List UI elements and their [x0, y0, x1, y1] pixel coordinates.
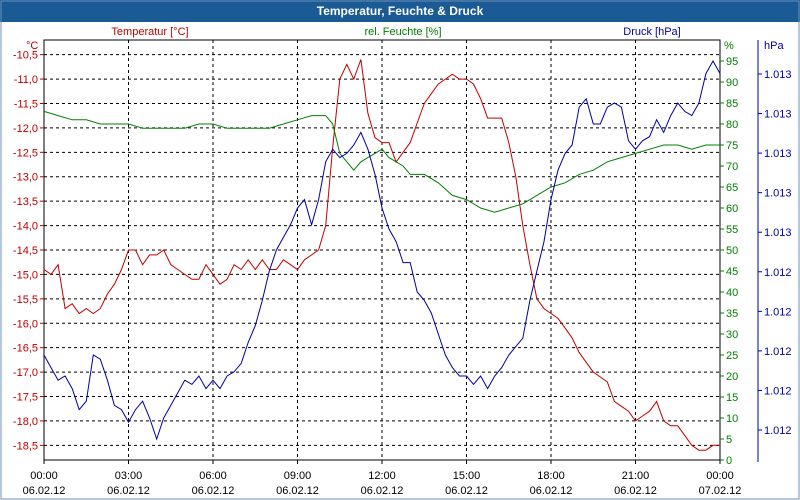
humidity-axis-unit: % [724, 40, 734, 52]
humidity-tick-label: 45 [726, 266, 738, 278]
x-tick-time: 18:00 [537, 470, 565, 482]
humidity-tick-label: 25 [726, 350, 738, 362]
pressure-tick-label: 1.013 [764, 227, 792, 239]
x-tick-time: 15:00 [453, 470, 481, 482]
pressure-tick-label: 1.013 [764, 148, 792, 160]
temperature-tick-label: -15,0 [13, 269, 38, 281]
x-tick-date: 06.02.12 [445, 485, 488, 497]
humidity-tick-label: 90 [726, 77, 738, 89]
humidity-tick-label: 5 [726, 434, 732, 446]
temperature-tick-label: -12,5 [13, 147, 38, 159]
x-tick-date: 06.02.12 [614, 485, 657, 497]
humidity-tick-label: 60 [726, 203, 738, 215]
humidity-tick-label: 75 [726, 140, 738, 152]
temperature-tick-label: -11,0 [14, 74, 38, 86]
humidity-tick-label: 65 [726, 182, 738, 194]
x-tick-date: 06.02.12 [107, 485, 150, 497]
x-tick-time: 00:00 [706, 470, 734, 482]
temperature-tick-label: -13,0 [13, 172, 38, 184]
series-line-pressure [43, 59, 721, 441]
x-tick-time: 00:00 [30, 470, 58, 482]
x-tick-time: 21:00 [622, 470, 650, 482]
temperature-tick-label: -11,5 [14, 98, 38, 110]
temperature-tick-label: -18,0 [13, 416, 38, 428]
humidity-tick-label: 70 [726, 161, 738, 173]
series-line-temperature [43, 59, 720, 451]
humidity-tick-label: 0 [726, 455, 732, 467]
humidity-axis: % rel. Feuchte [%] 959085807570656055504… [364, 26, 738, 467]
pressure-axis-title: Druck [hPa] [623, 26, 680, 38]
x-tick-date: 07.02.12 [699, 485, 742, 497]
x-tick-date: 06.02.12 [276, 485, 319, 497]
temperature-tick-label: -13,5 [13, 196, 38, 208]
humidity-tick-label: 20 [726, 371, 738, 383]
humidity-tick-label: 50 [726, 245, 738, 257]
temperature-tick-label: -17,0 [13, 367, 38, 379]
pressure-tick-label: 1.013 [764, 109, 792, 121]
humidity-tick-label: 35 [726, 308, 738, 320]
x-tick-date: 06.02.12 [530, 485, 573, 497]
pressure-axis-unit: hPa [764, 40, 784, 52]
humidity-tick-label: 80 [726, 119, 738, 131]
pressure-tick-label: 1.012 [764, 306, 792, 318]
humidity-tick-label: 15 [726, 392, 738, 404]
series-line-humidity [43, 110, 720, 213]
pressure-tick-label: 1.012 [764, 267, 792, 279]
humidity-tick-label: 95 [726, 56, 738, 68]
x-tick-time: 03:00 [115, 470, 143, 482]
humidity-axis-title: rel. Feuchte [%] [364, 26, 441, 38]
chart-title: Temperatur, Feuchte & Druck [0, 0, 800, 22]
temperature-axis: °C Temperatur [°C] -10,5 -11,0 -11,5 -12,0 -… [13, 26, 189, 452]
humidity-tick-label: 85 [726, 98, 738, 110]
temperature-tick-label: -18,5 [13, 440, 38, 452]
temperature-tick-label: -12,0 [13, 123, 38, 135]
x-tick-time: 12:00 [368, 470, 396, 482]
temperature-tick-label: -16,0 [13, 318, 38, 330]
pressure-tick-label: 1.012 [764, 346, 792, 358]
pressure-tick-label: 1.012 [764, 385, 792, 397]
temperature-tick-label: -14,5 [13, 245, 38, 257]
humidity-tick-label: 30 [726, 329, 738, 341]
pressure-tick-label: 1.013 [764, 69, 792, 81]
x-tick-date: 06.02.12 [192, 485, 235, 497]
series-layer [43, 59, 721, 451]
x-axis: 00:00 06.02.12 03:00 06.02.12 06:00 06.02.12 0… [23, 460, 742, 497]
temperature-tick-label: -10,5 [13, 50, 38, 62]
temperature-axis-unit: °C [26, 40, 38, 52]
humidity-tick-label: 10 [726, 413, 738, 425]
x-tick-time: 09:00 [284, 470, 312, 482]
temperature-tick-label: -15,5 [13, 294, 38, 306]
temperature-axis-title: Temperatur [°C] [111, 26, 188, 38]
pressure-tick-label: 1.013 [764, 188, 792, 200]
temperature-tick-label: -17,5 [13, 392, 38, 404]
x-tick-date: 06.02.12 [23, 485, 66, 497]
humidity-tick-label: 55 [726, 224, 738, 236]
pressure-tick-label: 1.012 [764, 425, 792, 437]
x-tick-time: 06:00 [199, 470, 227, 482]
temperature-tick-label: -14,0 [13, 221, 38, 233]
pressure-axis: hPa Druck [hPa] 1.013 1.013 1.013 1.013 1.01… [623, 26, 792, 462]
humidity-tick-label: 40 [726, 287, 738, 299]
x-tick-date: 06.02.12 [361, 485, 404, 497]
grid [44, 40, 720, 460]
temperature-tick-label: -16,5 [13, 343, 38, 355]
